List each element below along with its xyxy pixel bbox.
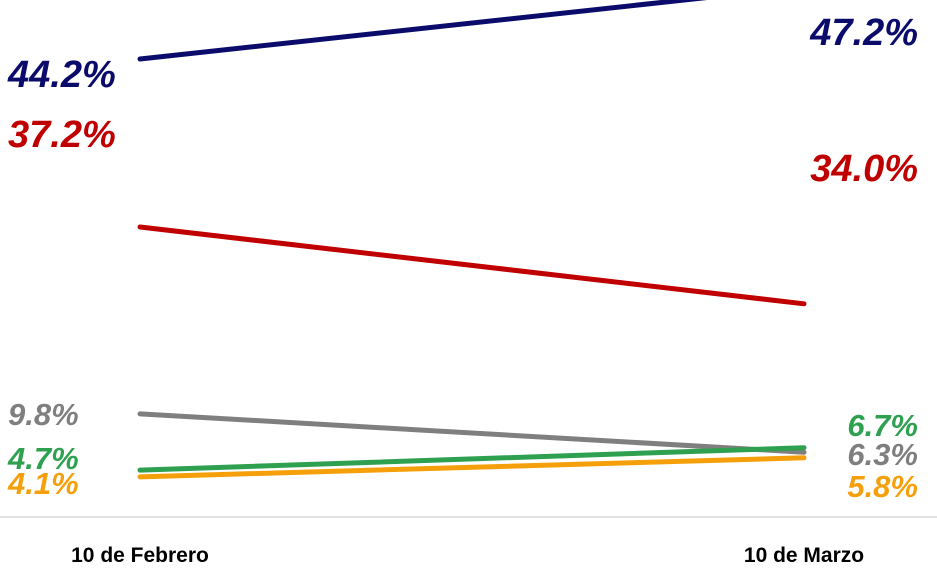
x-tick-label: 10 de Febrero <box>71 544 209 567</box>
data-label: 4.7% <box>7 441 79 476</box>
series-line <box>137 224 807 307</box>
data-label: 9.8% <box>8 397 79 432</box>
data-label: 37.2% <box>8 114 116 156</box>
series-line <box>137 0 708 62</box>
data-label: 5.8% <box>847 469 918 504</box>
data-label: 6.7% <box>847 408 918 443</box>
data-label: 44.2% <box>7 54 116 96</box>
data-label: 34.0% <box>810 148 918 190</box>
data-label: 47.2% <box>809 12 918 54</box>
series-line <box>137 411 807 455</box>
series-line <box>137 455 807 480</box>
data-label: 4.1% <box>7 466 79 501</box>
data-label: 6.3% <box>847 437 918 472</box>
x-tick-label: 10 de Marzo <box>744 544 864 567</box>
series-line <box>137 445 807 473</box>
